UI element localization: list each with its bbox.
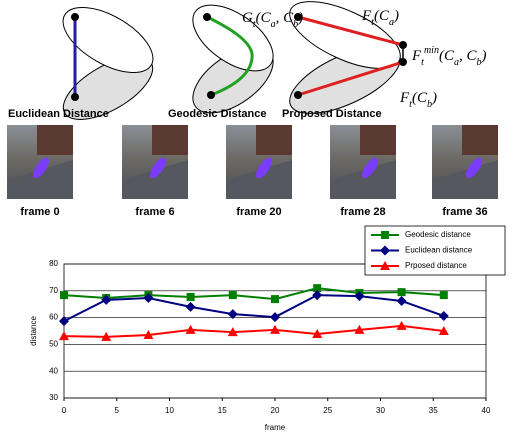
marker bbox=[398, 288, 406, 296]
x-tick-label: 20 bbox=[271, 406, 280, 415]
x-tick-label: 0 bbox=[62, 406, 67, 415]
marker bbox=[271, 295, 279, 303]
math-part: (C bbox=[412, 90, 428, 106]
x-axis-label: frame bbox=[265, 423, 286, 432]
math-part: , C bbox=[276, 10, 295, 26]
x-tick-label: 25 bbox=[323, 406, 332, 415]
y-tick-label: 60 bbox=[49, 313, 58, 322]
marker bbox=[229, 291, 237, 299]
frame-wall bbox=[360, 125, 396, 155]
math-part: ) bbox=[431, 90, 437, 106]
math-part: ) bbox=[297, 10, 303, 26]
frame-caption: frame 20 bbox=[236, 206, 281, 218]
diagram-caption: Proposed Distance bbox=[282, 108, 382, 120]
frame-caption: frame 0 bbox=[20, 206, 59, 218]
marker bbox=[187, 293, 195, 301]
x-tick-label: 35 bbox=[429, 406, 438, 415]
math-part: ) bbox=[480, 48, 486, 64]
math-part: (C bbox=[374, 8, 390, 24]
y-axis-label: distance bbox=[29, 316, 38, 346]
x-tick-label: 10 bbox=[165, 406, 174, 415]
math-part: ) bbox=[393, 8, 399, 24]
series-line bbox=[64, 288, 444, 299]
marker bbox=[440, 291, 448, 299]
legend-label: Euclidean distance bbox=[405, 246, 473, 255]
y-tick-label: 30 bbox=[49, 393, 58, 402]
frames: frame 0 frame 6 frame 20 frame 28 frame 36 bbox=[7, 125, 498, 218]
series-line bbox=[64, 295, 444, 321]
diagram-caption: Geodesic Distance bbox=[168, 108, 266, 120]
y-tick-label: 80 bbox=[49, 259, 58, 268]
diagram-caption: Euclidean Distance bbox=[8, 108, 109, 120]
marker bbox=[186, 302, 196, 312]
math-part: min bbox=[424, 45, 439, 56]
math-label: Ft(Cb) bbox=[399, 90, 437, 110]
marker bbox=[439, 311, 449, 321]
math-part: t bbox=[421, 57, 424, 68]
x-tick-label: 30 bbox=[376, 406, 385, 415]
y-tick-label: 70 bbox=[49, 286, 58, 295]
x-tick-label: 15 bbox=[218, 406, 227, 415]
series-line bbox=[64, 326, 444, 337]
frame-wall bbox=[256, 125, 292, 155]
marker bbox=[381, 231, 389, 239]
x-tick-label: 5 bbox=[115, 406, 120, 415]
frame-caption: frame 36 bbox=[442, 206, 487, 218]
frame-caption: frame 28 bbox=[340, 206, 385, 218]
y-tick-label: 50 bbox=[49, 340, 58, 349]
math-part: , C bbox=[459, 48, 478, 64]
marker bbox=[397, 296, 407, 306]
legend-label: Prposed distance bbox=[405, 261, 467, 270]
figure: frame 0 frame 6 frame 20 frame 28 frame 36 E… bbox=[0, 0, 528, 438]
marker bbox=[60, 291, 68, 299]
math-part: (C bbox=[256, 10, 272, 26]
legend-label: Geodesic distance bbox=[405, 230, 471, 239]
frame-wall bbox=[462, 125, 498, 155]
math-part: G bbox=[242, 10, 253, 26]
math-part: (C bbox=[439, 48, 455, 64]
frame-caption: frame 6 bbox=[135, 206, 174, 218]
x-tick-label: 40 bbox=[482, 406, 491, 415]
math-label: Ftmin(Ca, Cb) bbox=[411, 45, 486, 68]
marker bbox=[270, 312, 280, 322]
y-tick-label: 40 bbox=[49, 366, 58, 375]
frame-wall bbox=[152, 125, 188, 155]
frame-wall bbox=[37, 125, 73, 155]
